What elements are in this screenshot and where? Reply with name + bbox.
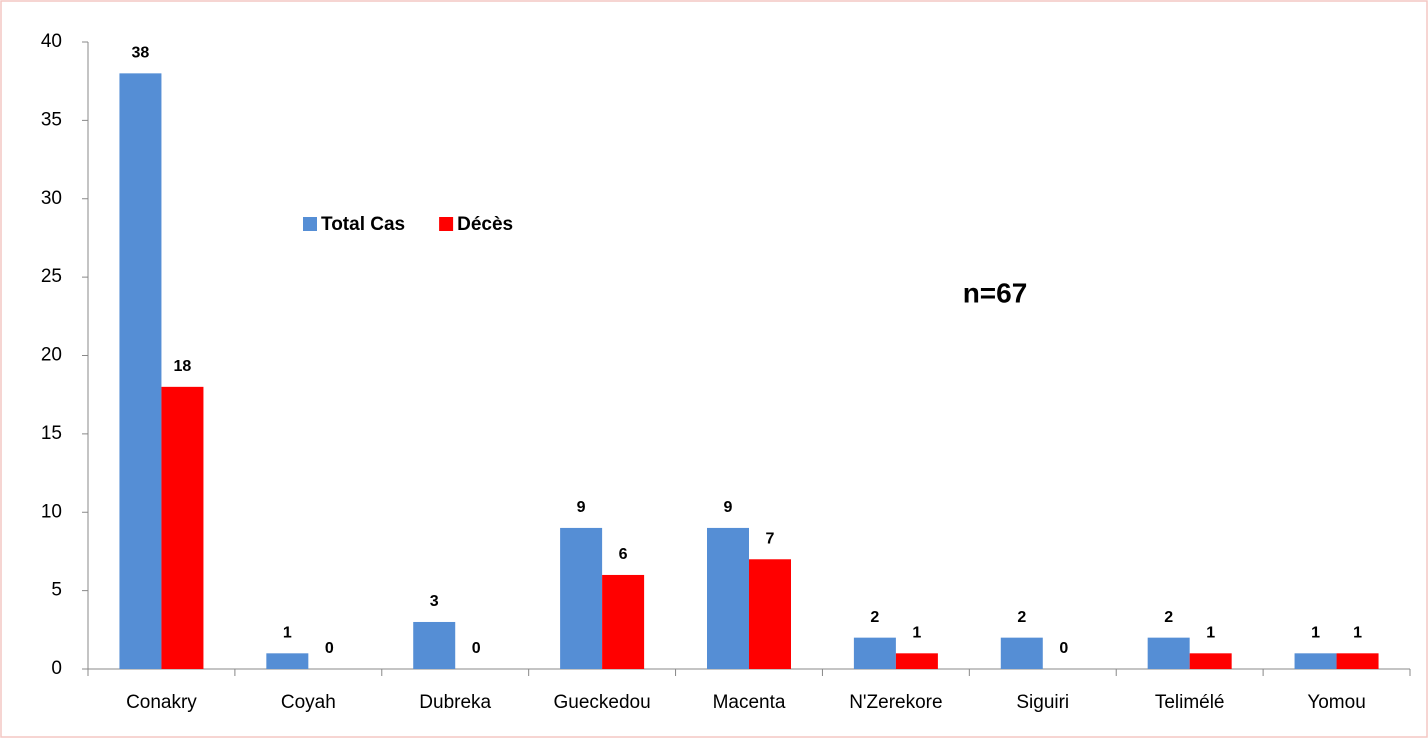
- x-tick-label: Gueckedou: [554, 692, 651, 713]
- value-label: 1: [283, 625, 292, 642]
- bar: [1189, 653, 1232, 669]
- y-tick-label: 15: [41, 423, 62, 444]
- value-label: 2: [1164, 609, 1173, 626]
- value-label: 1: [1353, 625, 1362, 642]
- y-tick-label: 5: [51, 580, 62, 601]
- value-label: 1: [912, 625, 921, 642]
- y-tick-label: 40: [41, 31, 62, 52]
- y-tick-label: 10: [41, 501, 62, 522]
- x-tick-label: Conakry: [126, 692, 197, 713]
- value-label: 2: [1017, 609, 1026, 626]
- value-label: 38: [132, 45, 150, 62]
- bar: [1147, 637, 1190, 669]
- value-label: 1: [1311, 625, 1320, 642]
- bar: [266, 653, 309, 669]
- x-tick-label: Macenta: [713, 692, 786, 713]
- bar: [895, 653, 938, 669]
- value-label: 3: [430, 593, 439, 610]
- bar: [119, 73, 162, 670]
- x-tick-label: Yomou: [1307, 692, 1365, 713]
- value-label: 2: [870, 609, 879, 626]
- bar: [560, 527, 603, 669]
- y-tick-label: 35: [41, 109, 62, 130]
- value-label: 7: [766, 530, 775, 547]
- value-label: 6: [619, 546, 628, 563]
- bar: [1000, 637, 1043, 669]
- legend-label: Total Cas: [321, 214, 405, 235]
- bar: [1336, 653, 1379, 669]
- bar: [602, 574, 645, 669]
- value-label: 1: [1206, 625, 1215, 642]
- y-tick-label: 30: [41, 188, 62, 209]
- y-tick-label: 25: [41, 266, 62, 287]
- annotation: n=67: [963, 277, 1028, 308]
- legend-swatch: [439, 217, 454, 231]
- bar: [707, 527, 749, 669]
- bar: [413, 621, 456, 669]
- value-label: 0: [472, 640, 481, 657]
- bar: [161, 386, 204, 669]
- bar: [1294, 653, 1337, 669]
- y-tick-label: 20: [41, 345, 62, 366]
- legend-label: Décès: [457, 214, 513, 235]
- y-tick-label: 0: [51, 658, 62, 679]
- value-label: 0: [325, 640, 334, 657]
- bar: [749, 559, 791, 669]
- x-tick-label: Dubreka: [419, 692, 491, 713]
- x-tick-label: Coyah: [281, 692, 336, 713]
- x-tick-label: Siguiri: [1016, 692, 1069, 713]
- value-label: 18: [174, 358, 192, 375]
- bar: [853, 637, 896, 669]
- value-label: 0: [1059, 640, 1068, 657]
- value-label: 9: [577, 499, 586, 516]
- legend-swatch: [303, 217, 317, 231]
- x-tick-label: Telimélé: [1155, 692, 1225, 713]
- value-label: 9: [724, 499, 733, 516]
- x-tick-label: N'Zerekore: [849, 692, 942, 713]
